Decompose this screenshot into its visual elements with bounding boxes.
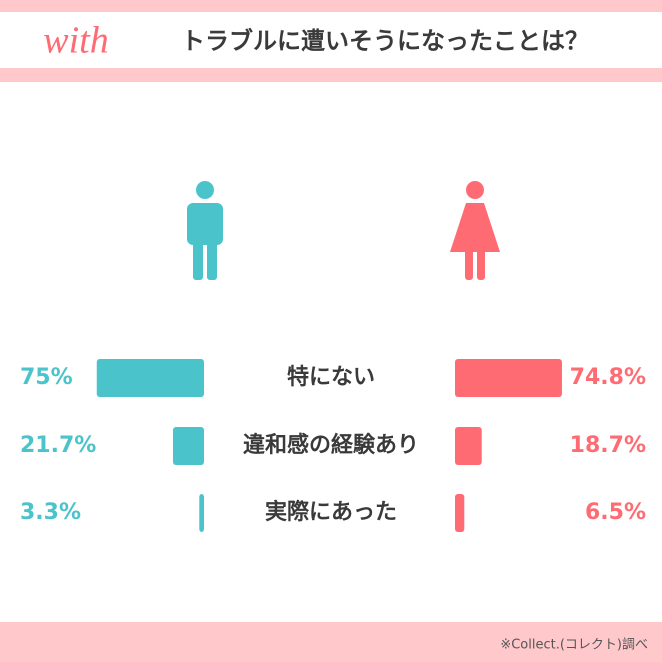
value-label: 18.7%	[570, 433, 646, 458]
chart-title: トラブルに遭いそうになったことは？	[181, 27, 589, 55]
value-label: 75%	[20, 365, 73, 390]
header-band	[0, 68, 662, 82]
bar	[455, 494, 465, 532]
value-label: 6.5%	[585, 500, 646, 525]
female-icon	[450, 181, 500, 280]
source: ※Collect.(コレクト)調べ	[500, 638, 648, 653]
value-label: 3.3%	[20, 500, 81, 525]
footer-band	[0, 622, 662, 662]
category-label: 特にない	[287, 364, 375, 390]
bar	[96, 359, 204, 397]
bar	[455, 359, 562, 397]
top-band	[0, 0, 662, 12]
bar	[199, 494, 204, 532]
value-label: 21.7%	[20, 433, 96, 458]
category-label: 違和感の経験あり	[243, 432, 419, 458]
category-label: 実際にあった	[265, 499, 397, 525]
male-icon	[187, 181, 223, 280]
bar	[455, 427, 482, 465]
logo: with	[43, 20, 108, 62]
value-label: 74.8%	[570, 365, 646, 390]
bar	[172, 427, 204, 465]
